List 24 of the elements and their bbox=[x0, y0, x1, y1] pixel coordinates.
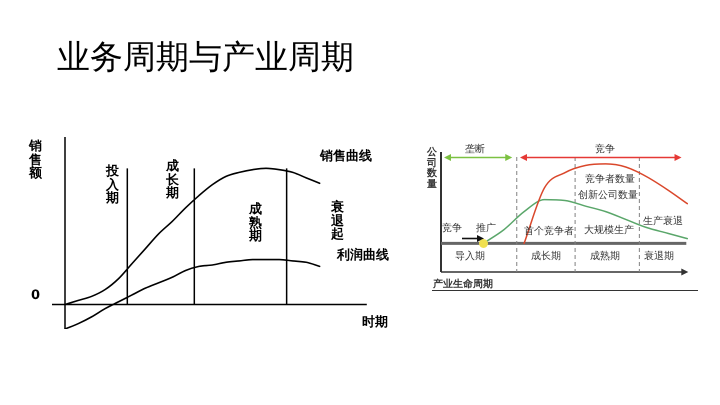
annotation: 大规模生产 bbox=[584, 225, 634, 236]
annotation: 竞争 bbox=[442, 223, 462, 234]
annotation: 衰退起 bbox=[331, 200, 344, 242]
y-axis-title: 公司数量 bbox=[427, 147, 437, 190]
x-axis-title: 产业生命周期 bbox=[433, 279, 493, 290]
annotation: 推广 bbox=[476, 223, 496, 234]
text: 竞争 bbox=[595, 144, 615, 155]
series-label: 竞争者数量 bbox=[585, 174, 635, 185]
series-label: 创新公司数量 bbox=[578, 190, 638, 201]
text: 成长期 bbox=[531, 251, 561, 262]
text: 衰退期 bbox=[644, 251, 674, 262]
annotation: 成熟期 bbox=[249, 202, 262, 244]
series-label: 销售曲线 bbox=[320, 149, 372, 164]
text: 垄断 bbox=[465, 144, 485, 155]
annotation: 投入期 bbox=[106, 164, 119, 206]
y-axis-title: 销售额 bbox=[29, 139, 42, 182]
text: 导入期 bbox=[455, 251, 485, 262]
text: 成熟期 bbox=[590, 251, 620, 262]
series-label: 利润曲线 bbox=[337, 248, 389, 263]
text: 0 bbox=[31, 288, 40, 303]
x-axis-title: 时期 bbox=[362, 315, 388, 330]
chart-title: 业务周期与产业周期 bbox=[57, 37, 354, 76]
annotation: 生产衰退 bbox=[643, 216, 683, 227]
annotation: 成长期 bbox=[166, 159, 179, 202]
